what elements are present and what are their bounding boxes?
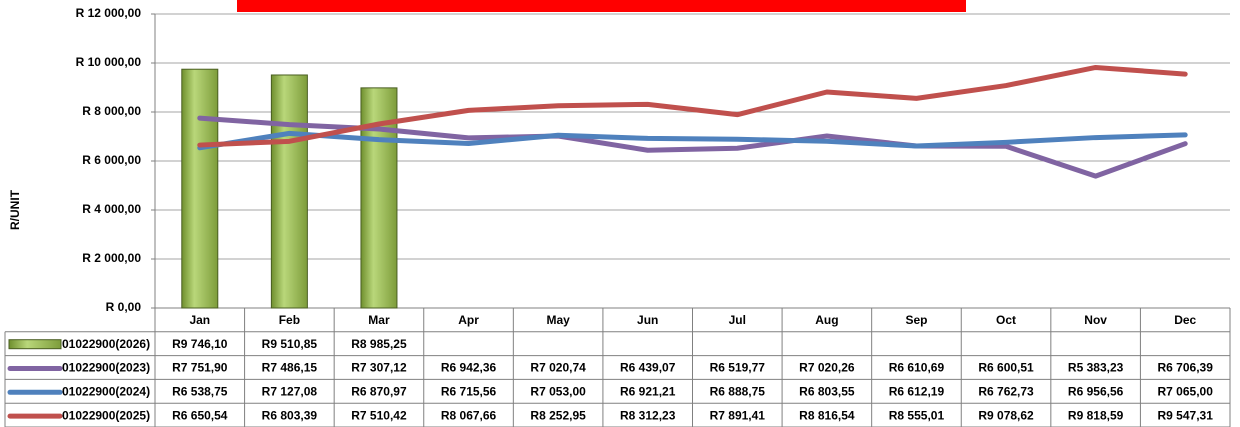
table-cell: R6 610,69 [889,361,945,375]
x-tick-label: Dec [1174,313,1196,327]
table-cell: R6 538,75 [172,384,228,398]
legend-label: 01022900(2026) [62,337,150,351]
y-tick-label: R 4 000,00 [82,202,141,216]
y-tick-label: R 12 000,00 [76,6,142,20]
table-cell: R6 942,36 [441,361,497,375]
legend-label: 01022900(2025) [62,408,150,422]
y-tick-label: R 10 000,00 [76,55,142,69]
table-cell: R7 020,74 [530,361,586,375]
bar [181,68,219,309]
table-cell: R7 020,26 [799,361,855,375]
table-cell: R6 612,19 [889,384,945,398]
table-cell: R6 519,77 [710,361,766,375]
table-cell: R8 067,66 [441,408,497,422]
legend-label: 01022900(2024) [62,384,150,398]
table-cell: R9 746,10 [172,337,228,351]
table-cell: R6 888,75 [710,384,766,398]
table-cell: R7 891,41 [710,408,766,422]
y-tick-label: R 0,00 [106,300,142,314]
table-cell: R9 078,62 [978,408,1034,422]
line-series [197,64,1188,148]
table-cell: R6 600,51 [978,361,1034,375]
table-cell: R6 803,55 [799,384,855,398]
table-cell: R9 818,59 [1068,408,1124,422]
table-cell: R8 985,25 [351,337,407,351]
table-cell: R9 547,31 [1158,408,1214,422]
table-cell: R7 307,12 [351,361,407,375]
table-cell: R6 956,56 [1068,384,1124,398]
x-tick-label: Jun [637,313,658,327]
legend-swatch [8,339,62,350]
table-cell: R6 715,56 [441,384,497,398]
x-tick-label: Apr [458,313,479,327]
line-series [197,115,1188,179]
x-tick-label: Oct [996,313,1016,327]
x-tick-label: Mar [368,313,390,327]
y-tick-label: R 2 000,00 [82,251,141,265]
table-cell: R8 816,54 [799,408,855,422]
line-series [197,130,1188,151]
y-tick-label: R 8 000,00 [82,104,141,118]
x-tick-label: Nov [1084,313,1107,327]
y-tick-label: R 6 000,00 [82,153,141,167]
x-tick-label: Sep [905,313,927,327]
table-cell: R6 870,97 [351,384,407,398]
table-cell: R7 127,08 [262,384,318,398]
table-cell: R7 053,00 [530,384,586,398]
table-cell: R7 486,15 [262,361,318,375]
table-cell: R6 650,54 [172,408,228,422]
table-cell: R8 555,01 [889,408,945,422]
table-cell: R7 751,90 [172,361,228,375]
table-cell: R6 439,07 [620,361,676,375]
x-tick-label: Jul [729,313,746,327]
table-cell: R6 921,21 [620,384,676,398]
y-axis-label: R/UNIT [8,189,22,230]
bar [270,74,308,309]
table-cell: R8 312,23 [620,408,676,422]
table-cell: R7 065,00 [1158,384,1214,398]
table-cell: R9 510,85 [262,337,318,351]
redaction [237,0,966,12]
table-cell: R5 383,23 [1068,361,1124,375]
x-tick-label: Feb [279,313,300,327]
table-cell: R6 762,73 [978,384,1034,398]
table-cell: R6 803,39 [262,408,318,422]
x-tick-label: Jan [189,313,210,327]
table-cell: R6 706,39 [1158,361,1214,375]
x-tick-label: Aug [815,313,838,327]
table-cell: R7 510,42 [351,408,407,422]
table-cell: R8 252,95 [530,408,586,422]
x-tick-label: May [546,313,570,327]
legend-label: 01022900(2023) [62,361,150,375]
